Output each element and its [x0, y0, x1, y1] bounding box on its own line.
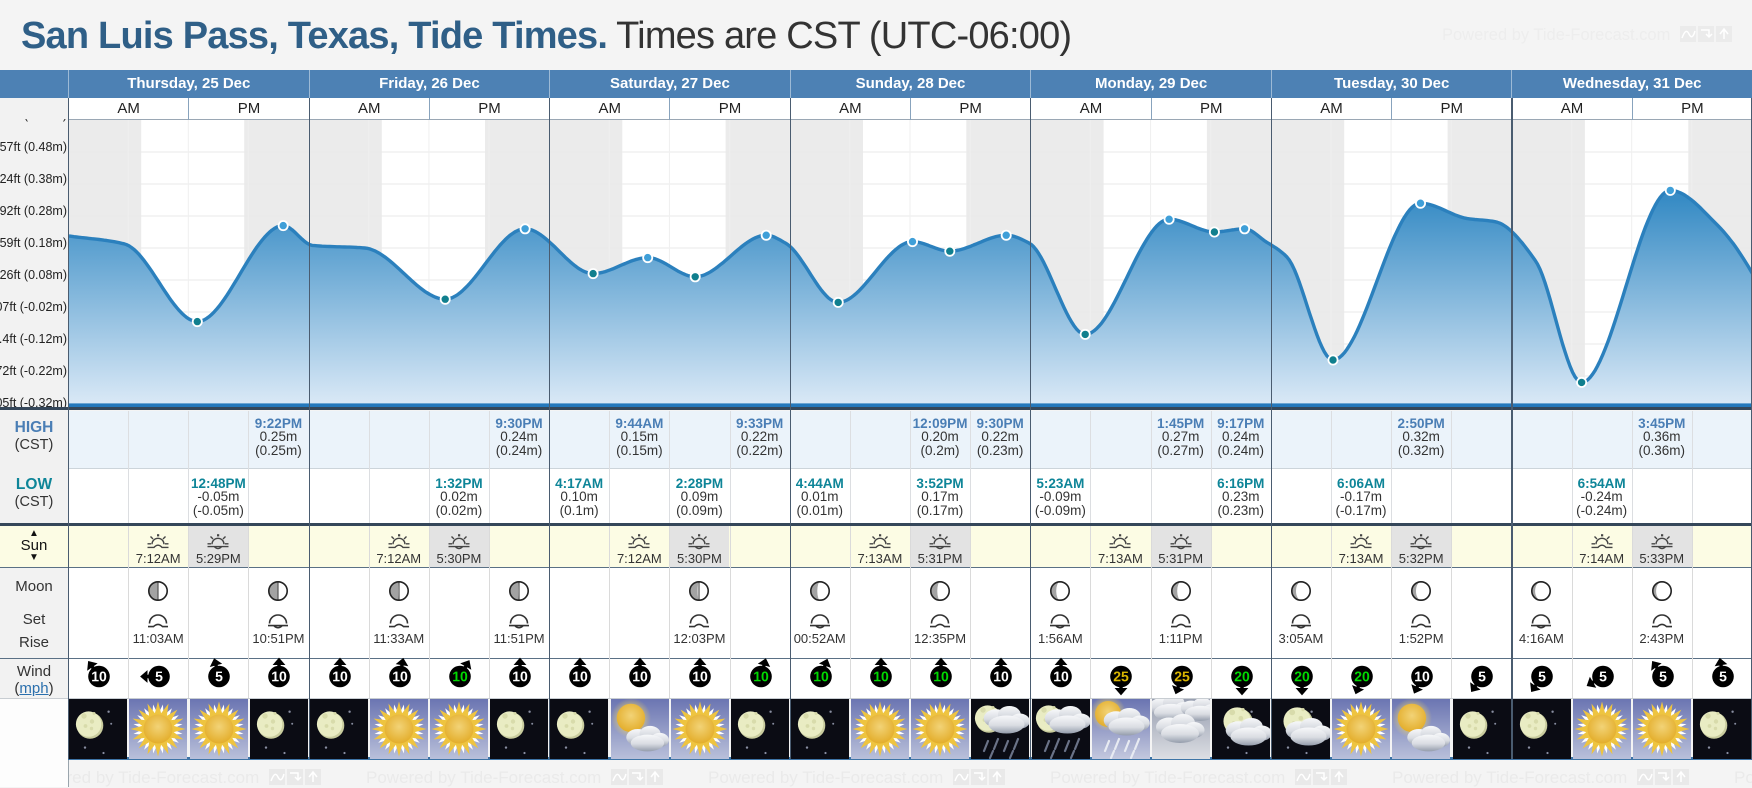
svg-text:5: 5 [1599, 668, 1607, 684]
svg-text:10: 10 [1414, 668, 1430, 684]
svg-text:10: 10 [1054, 668, 1070, 684]
svg-text:10: 10 [813, 668, 829, 684]
svg-text:20: 20 [1294, 668, 1310, 684]
svg-text:10: 10 [392, 668, 408, 684]
svg-text:10: 10 [873, 668, 889, 684]
svg-text:10: 10 [993, 668, 1009, 684]
svg-text:5: 5 [155, 668, 163, 684]
svg-text:5: 5 [215, 668, 223, 684]
svg-text:10: 10 [693, 668, 709, 684]
svg-text:5: 5 [1539, 668, 1547, 684]
svg-text:10: 10 [272, 668, 288, 684]
svg-text:10: 10 [91, 668, 107, 684]
svg-text:10: 10 [753, 668, 769, 684]
svg-text:5: 5 [1478, 668, 1486, 684]
svg-text:20: 20 [1234, 668, 1250, 684]
svg-text:25: 25 [1174, 668, 1190, 684]
svg-text:5: 5 [1659, 668, 1667, 684]
svg-text:25: 25 [1114, 668, 1130, 684]
svg-text:10: 10 [633, 668, 649, 684]
svg-text:10: 10 [452, 668, 468, 684]
svg-text:10: 10 [332, 668, 348, 684]
svg-text:10: 10 [572, 668, 588, 684]
svg-text:10: 10 [512, 668, 528, 684]
svg-text:5: 5 [1719, 668, 1727, 684]
svg-text:20: 20 [1354, 668, 1370, 684]
svg-text:10: 10 [933, 668, 949, 684]
